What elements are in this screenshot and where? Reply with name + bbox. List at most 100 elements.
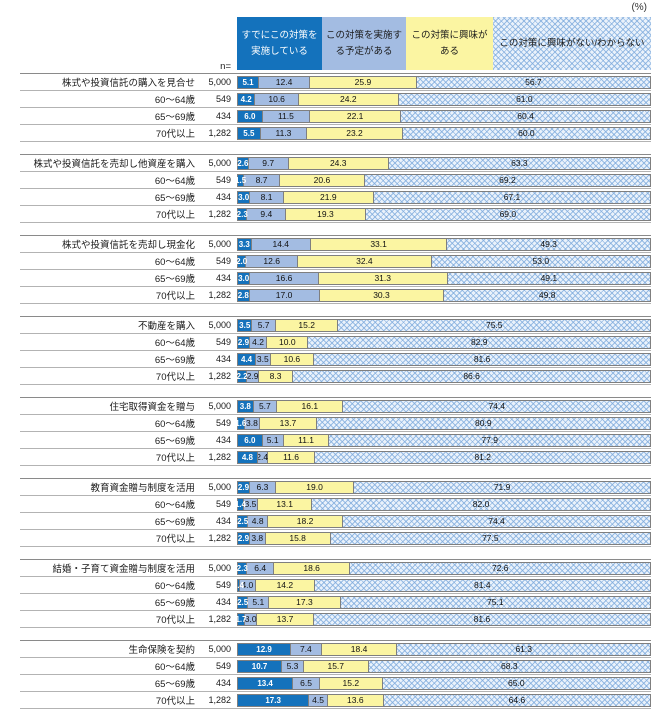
n-value: 1,282	[208, 533, 231, 543]
age-group-label: 60～64歳	[154, 176, 195, 187]
bar-segment-implemented: 2.0	[236, 255, 248, 267]
legend: すでにこの対策を実施している この対策を実施する予定がある この対策に興味がある…	[237, 17, 651, 70]
bar-segment-planned: 8.1	[250, 191, 284, 203]
n-value: 434	[215, 111, 231, 121]
n-value: 434	[215, 273, 231, 283]
bar-segment-planned: 6.3	[249, 481, 276, 493]
bar-segment-interested: 10.6	[270, 353, 315, 365]
bar-segment-implemented: 2.6	[237, 157, 249, 169]
n-value: 1,282	[208, 290, 231, 300]
n-value: 434	[215, 516, 231, 526]
stacked-bar: 5.1 12.4 25.9 56.7	[237, 75, 651, 89]
chart-blocks: 株式や投資信託の購入を見合せ 5,000 5.1 12.4 25.9 56.7 60～64歳…	[20, 73, 651, 709]
stacked-bar: 10.7 5.3 15.7 68.3	[237, 659, 651, 673]
n-value: 549	[215, 499, 231, 509]
stacked-bar: 2.9 4.2 10.0 82.9	[237, 335, 651, 349]
n-value: 549	[215, 580, 231, 590]
bar-segment-planned: 7.4	[291, 643, 322, 655]
table-row: 60～64歳 549 1.4 3.5 13.1 82.0	[20, 496, 651, 513]
bar-segment-interested: 23.2	[307, 127, 403, 139]
n-value: 5,000	[208, 563, 231, 573]
bar-segment-implemented: 2.5	[237, 596, 249, 608]
stacked-bar: 1.4 3.5 13.1 82.0	[235, 497, 651, 511]
bar-segment-interested: 22.1	[310, 110, 402, 122]
table-row: 70代以上 1,282 2.9 3.8 15.8 77.5	[20, 530, 651, 547]
bar-segment-planned: 5.1	[248, 596, 270, 608]
bar-segment-not-interested: 77.5	[330, 532, 650, 544]
table-row: 結婚・子育て資金贈与制度を活用 5,000 2.3 6.4 18.6 72.6	[20, 560, 651, 577]
bar-segment-implemented: 4.8	[238, 451, 258, 463]
category-block: 株式や投資信託の購入を見合せ 5,000 5.1 12.4 25.9 56.7 60～64歳…	[20, 73, 651, 142]
stacked-bar: 2.9 3.8 15.8 77.5	[237, 531, 651, 545]
table-row: 65～69歳 434 2.5 4.8 18.2 74.4	[20, 513, 651, 530]
n-value: 5,000	[208, 644, 231, 654]
bar-segment-planned: 5.3	[282, 660, 304, 672]
bar-segment-planned: 6.5	[293, 677, 320, 689]
bar-segment-not-interested: 71.9	[354, 481, 650, 493]
legend-implemented: すでにこの対策を実施している	[237, 17, 322, 70]
bar-segment-interested: 24.2	[298, 93, 399, 105]
bar-segment-not-interested: 74.4	[343, 400, 650, 412]
age-group-label: 65～69歳	[154, 436, 195, 447]
bar-segment-not-interested: 49.3	[447, 238, 650, 250]
table-row: 住宅取得資金を贈与 5,000 3.8 5.7 16.1 74.4	[20, 398, 651, 415]
category-label: 不動産を購入	[137, 321, 195, 332]
bar-segment-not-interested: 68.3	[368, 660, 650, 672]
table-row: 60～64歳 549 4.2 10.6 24.2 61.0	[20, 91, 651, 108]
bar-segment-implemented: 2.8	[237, 289, 250, 301]
bar-segment-not-interested: 61.0	[398, 93, 650, 105]
stacked-bar: 3.3 14.4 33.1 49.3	[237, 237, 651, 251]
bar-segment-interested: 18.2	[268, 515, 344, 527]
bar-segment-planned: 12.4	[259, 76, 311, 88]
table-row: 60～64歳 549 10.7 5.3 15.7 68.3	[20, 658, 651, 675]
table-row: 60～64歳 549 1.5 8.7 20.6 69.2	[20, 172, 651, 189]
stacked-bar: 4.4 3.5 10.6 81.6	[237, 352, 651, 366]
stacked-bar: 2.3 6.4 18.6 72.6	[236, 561, 651, 575]
stacked-bar: 1.5 8.7 20.6 69.2	[235, 173, 651, 187]
bar-segment-not-interested: 63.3	[388, 157, 650, 169]
table-row: 不動産を購入 5,000 3.5 5.7 15.2 75.5	[20, 317, 651, 334]
bar-segment-not-interested: 60.4	[401, 110, 650, 122]
n-value: 5,000	[208, 401, 231, 411]
stacked-bar: 5.5 11.3 23.2 60.0	[237, 126, 651, 140]
n-equals-label: n=	[220, 61, 231, 72]
bar-segment-not-interested: 81.4	[314, 579, 650, 591]
age-group-label: 70代以上	[155, 534, 195, 545]
bar-segment-implemented: 17.3	[238, 694, 310, 706]
bar-segment-implemented: 2.2	[236, 370, 248, 382]
bar-segment-planned: 16.6	[250, 272, 319, 284]
bar-segment-interested: 17.3	[269, 596, 341, 608]
bar-segment-not-interested: 60.0	[402, 127, 650, 139]
stacked-bar: 2.5 5.1 17.3 75.1	[237, 595, 651, 609]
bar-segment-not-interested: 80.9	[316, 417, 650, 429]
bar-segment-not-interested: 81.6	[314, 353, 650, 365]
stacked-bar: 4.8 2.4 11.6 81.2	[237, 450, 651, 464]
category-label: 結婚・子育て資金贈与制度を活用	[52, 564, 195, 575]
bar-segment-interested: 21.9	[283, 191, 374, 203]
bar-segment-not-interested: 56.7	[416, 76, 650, 88]
bar-segment-implemented: 3.5	[238, 319, 253, 331]
n-value: 549	[215, 418, 231, 428]
stacked-bar: 0.4 4.0 14.2 81.4	[233, 578, 651, 592]
legend-interested: この対策に興味がある	[406, 17, 493, 70]
table-row: 65～69歳 434 3.0 16.6 31.3 49.1	[20, 270, 651, 287]
category-block: 結婚・子育て資金贈与制度を活用 5,000 2.3 6.4 18.6 72.6 60～64歳…	[20, 559, 651, 628]
stacked-bar: 6.0 11.5 22.1 60.4	[237, 109, 651, 123]
age-group-label: 60～64歳	[154, 662, 195, 673]
bar-segment-interested: 18.4	[321, 643, 398, 655]
bar-segment-implemented: 1.5	[235, 174, 247, 186]
bar-segment-not-interested: 49.1	[447, 272, 650, 284]
bar-segment-not-interested: 82.9	[308, 336, 650, 348]
bar-segment-implemented: 2.3	[236, 562, 248, 574]
bar-segment-implemented: 3.0	[238, 272, 251, 284]
stacked-bar: 2.9 6.3 19.0 71.9	[237, 480, 651, 494]
table-row: 70代以上 1,282 1.7 3.0 13.7 81.6	[20, 611, 651, 628]
bar-segment-implemented: 6.0	[238, 110, 263, 122]
bar-segment-interested: 11.6	[267, 451, 316, 463]
n-value: 549	[215, 337, 231, 347]
n-value: 434	[215, 597, 231, 607]
legend-planned: この対策を実施する予定がある	[322, 17, 406, 70]
bar-segment-interested: 15.8	[265, 532, 331, 544]
stacked-bar: 12.9 7.4 18.4 61.3	[237, 642, 651, 656]
